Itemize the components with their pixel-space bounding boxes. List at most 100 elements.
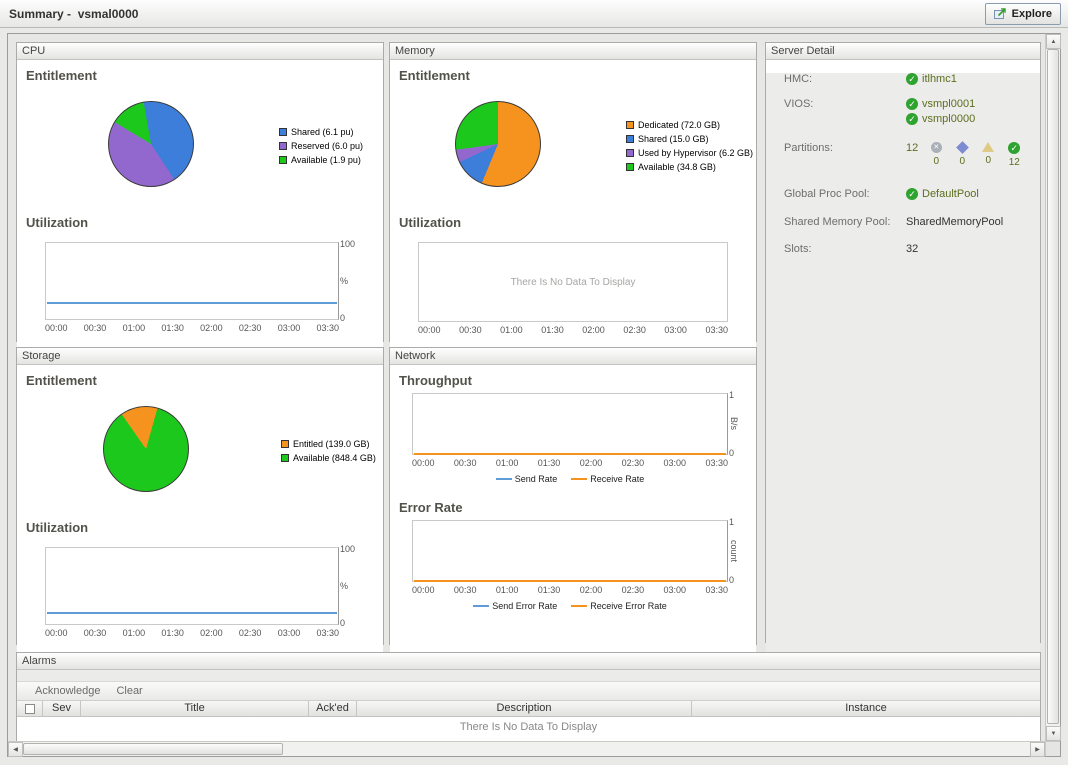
legend-line-sample [495, 478, 512, 480]
x-tick-label: 02:30 [623, 325, 646, 335]
x-tick-label: 01:30 [161, 628, 184, 638]
scroll-left-button[interactable]: ◀ [8, 742, 23, 757]
storage-panel-header: Storage [17, 348, 383, 365]
hmc-label: HMC: [784, 73, 813, 85]
vios-value-link[interactable]: vsmpl0001 [922, 98, 976, 110]
memory-panel: Memory Entitlement Dedicated (72.0 GB) S… [389, 42, 757, 349]
alarms-toolbar: Acknowledge Clear [17, 682, 1040, 701]
x-tick-label: 02:00 [579, 585, 603, 595]
vios-value: ✓ vsmpl0000 [906, 113, 975, 125]
legend-label: Receive Rate [590, 474, 645, 484]
x-tick-label: 02:30 [238, 628, 262, 638]
slots-row: Slots: 32 [784, 243, 1040, 255]
legend-swatch [626, 149, 634, 157]
memory-entitlement-pie[interactable] [455, 101, 541, 187]
error-rate-heading: Error Rate [399, 500, 463, 515]
x-tick-label: 00:00 [418, 325, 441, 335]
x-tick-label: 02:30 [238, 323, 262, 333]
x-tick-label: 01:30 [161, 323, 184, 333]
legend-swatch [626, 163, 634, 171]
scroll-right-button[interactable]: ▶ [1030, 742, 1045, 757]
cpu-utilization-plot[interactable]: 100 % 0 [45, 239, 355, 323]
legend-item: Send Rate [495, 474, 557, 484]
shared-memory-pool-row: Shared Memory Pool: SharedMemoryPool [784, 216, 1040, 228]
warning-icon [982, 142, 995, 152]
legend-item: Reserved (6.0 pu) [279, 141, 363, 151]
alarms-panel-header: Alarms [17, 653, 1040, 670]
acknowledge-button[interactable]: Acknowledge [35, 685, 101, 697]
column-header-instance[interactable]: Instance [845, 702, 887, 714]
explore-button[interactable]: Explore [984, 3, 1061, 25]
x-tick-label: 00:00 [412, 585, 435, 595]
vertical-scroll-thumb[interactable] [1047, 49, 1059, 724]
column-header-description[interactable]: Description [357, 701, 692, 716]
explore-icon [993, 8, 1007, 20]
x-tick-label: 00:30 [459, 325, 482, 335]
memory-entitlement-heading: Entitlement [399, 68, 470, 83]
legend-label: Entitled (139.0 GB) [293, 439, 370, 449]
vios-value-link[interactable]: vsmpl0000 [922, 113, 976, 125]
throughput-legend: Send Rate Receive Rate [412, 474, 728, 484]
memory-utilization-plot[interactable]: There Is No Data To Display [418, 242, 728, 322]
y-max-label: 1 [729, 390, 735, 400]
error-rate-plot[interactable]: 1 count 0 [412, 517, 739, 585]
legend-label: Available (1.9 pu) [291, 155, 361, 165]
storage-panel-body: Entitlement Entitled (139.0 GB) Availabl… [17, 373, 383, 652]
x-tick-label: 00:30 [453, 458, 477, 468]
legend-item: Entitled (139.0 GB) [281, 439, 376, 449]
storage-entitlement-heading: Entitlement [26, 373, 97, 388]
global-proc-pool-label: Global Proc Pool: [784, 188, 870, 200]
x-tick-label: 02:30 [621, 585, 645, 595]
y-unit-label: B/s [729, 417, 739, 431]
error-rate-chart: 1 count 0 00:00 00:30 01:00 01:30 02:00 02:30… [412, 517, 739, 611]
memory-panel-body: Entitlement Dedicated (72.0 GB) Shared (… [390, 68, 756, 349]
storage-utilization-plot[interactable]: 100 % 0 [45, 544, 355, 628]
network-panel: Network Throughput 1 B/s 0 00:00 00:30 01:… [389, 347, 757, 652]
x-tick-label: 03:30 [705, 585, 728, 595]
server-detail-title: Server Detail [771, 45, 835, 57]
horizontal-scrollbar[interactable]: ◀ ▶ [8, 741, 1045, 757]
partition-state-critical: 0 [954, 141, 970, 167]
storage-entitlement-pie[interactable] [103, 406, 189, 492]
cpu-panel-body: Entitlement Shared (6.1 pu) Reserved (6.… [17, 68, 383, 349]
legend-item: Available (34.8 GB) [626, 162, 753, 172]
select-all-checkbox[interactable] [24, 703, 35, 714]
x-tick-label: 02:00 [582, 325, 605, 335]
y-max-label: 100 [340, 544, 356, 554]
memory-entitlement-chart: Dedicated (72.0 GB) Shared (15.0 GB) Use… [390, 83, 756, 209]
storage-entitlement-chart: Entitled (139.0 GB) Available (848.4 GB) [17, 388, 383, 514]
vertical-scrollbar[interactable]: ▲ ▼ [1045, 34, 1061, 741]
x-tick-label: 01:00 [500, 325, 523, 335]
horizontal-scroll-thumb[interactable] [23, 743, 283, 755]
alarms-table-header: Sev Title Ack'ed Description Instance [17, 701, 1040, 717]
column-header-sev[interactable]: Sev [43, 701, 81, 716]
network-panel-title: Network [395, 350, 436, 362]
throughput-chart: 1 B/s 0 00:00 00:30 01:00 01:30 02:00 02:30 03… [412, 390, 739, 484]
x-tick-label: 00:30 [83, 323, 107, 333]
column-header-acked[interactable]: Ack'ed [309, 701, 357, 716]
storage-utilization-heading: Utilization [26, 520, 89, 535]
error-rate-legend: Send Error Rate Receive Error Rate [412, 601, 728, 611]
dashboard-content: CPU Entitlement Shared (6.1 pu) Reserved… [8, 34, 1045, 741]
y-max-label: 100 [340, 239, 356, 249]
scroll-down-button[interactable]: ▼ [1046, 726, 1061, 741]
slots-value: 32 [906, 243, 919, 255]
throughput-plot[interactable]: 1 B/s 0 [412, 390, 739, 458]
select-all-cell [17, 701, 43, 716]
x-axis-ticks: 00:00 00:30 01:00 01:30 02:00 02:30 03:00 03:30 [418, 325, 728, 335]
cpu-entitlement-heading: Entitlement [26, 68, 97, 83]
global-proc-pool-value: ✓ DefaultPool [906, 188, 979, 200]
server-detail-panel: Server Detail HMC: ✓ itlhmc1 VIOS: ✓ vsm… [765, 42, 1041, 655]
global-proc-pool-link[interactable]: DefaultPool [922, 188, 979, 200]
legend-item: Dedicated (72.0 GB) [626, 120, 753, 130]
hmc-value-link[interactable]: itlhmc1 [922, 73, 957, 85]
scroll-up-button[interactable]: ▲ [1046, 34, 1061, 49]
clear-button[interactable]: Clear [116, 685, 143, 697]
memory-entitlement-legend: Dedicated (72.0 GB) Shared (15.0 GB) Use… [626, 120, 753, 172]
dashboard-frame: CPU Entitlement Shared (6.1 pu) Reserved… [7, 33, 1061, 757]
storage-utilization-chart: 100 % 0 00:00 00:30 01:00 01:30 02:00 02:30 03… [45, 544, 355, 638]
cpu-entitlement-pie[interactable] [108, 101, 194, 187]
status-ok-icon: ✓ [906, 98, 918, 110]
legend-item: Receive Error Rate [571, 601, 667, 611]
column-header-title[interactable]: Title [81, 701, 309, 716]
